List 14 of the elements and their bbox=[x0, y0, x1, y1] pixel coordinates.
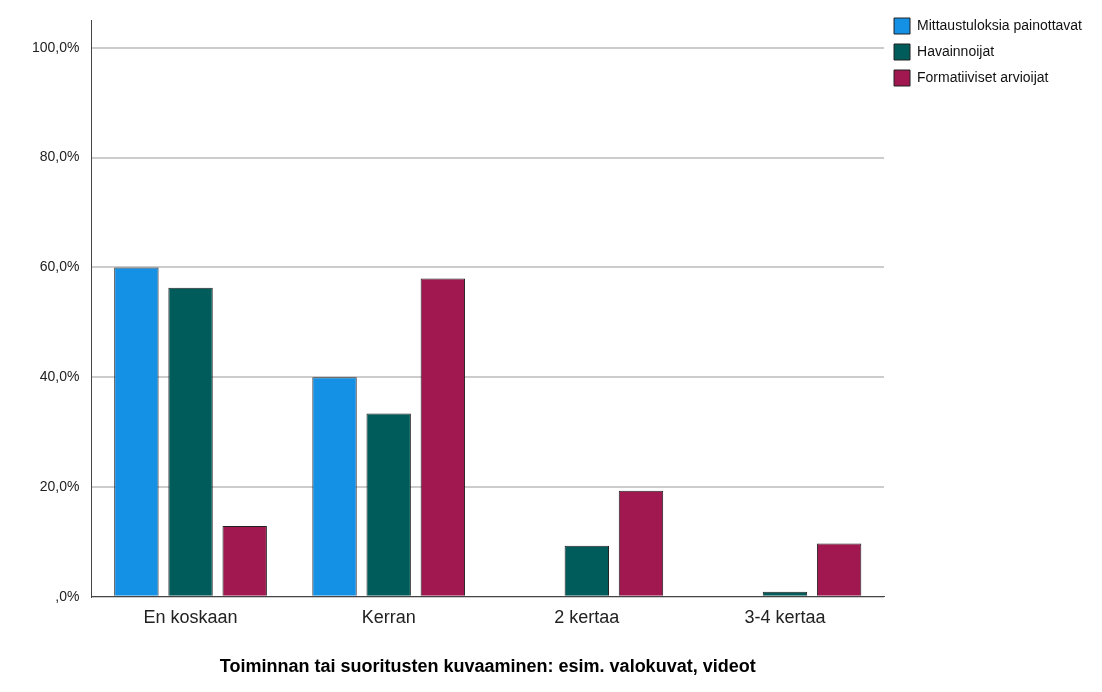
legend-label: Mittaustuloksia painottavat bbox=[917, 16, 1083, 33]
x-tick-label: 2 kertaa bbox=[554, 606, 621, 627]
y-tick-label: ,0% bbox=[55, 587, 80, 604]
y-tick-label: 40,0% bbox=[39, 368, 80, 385]
y-tick-label: 80,0% bbox=[39, 148, 80, 165]
x-axis-title: Toiminnan tai suoritusten kuvaaminen: esim. valokuvat, videot bbox=[219, 656, 756, 677]
x-tick-label: 3-4 kertaa bbox=[744, 606, 827, 627]
y-tick-label: 20,0% bbox=[39, 477, 80, 494]
y-tick-label: 60,0% bbox=[39, 258, 80, 275]
x-tick-label: Kerran bbox=[361, 606, 416, 627]
x-tick-label: En koskaan bbox=[143, 606, 238, 627]
legend-label: Havainnoijat bbox=[917, 42, 995, 59]
y-tick-label: 100,0% bbox=[32, 38, 80, 55]
legend-label: Formatiiviset arvioijat bbox=[917, 68, 1049, 85]
